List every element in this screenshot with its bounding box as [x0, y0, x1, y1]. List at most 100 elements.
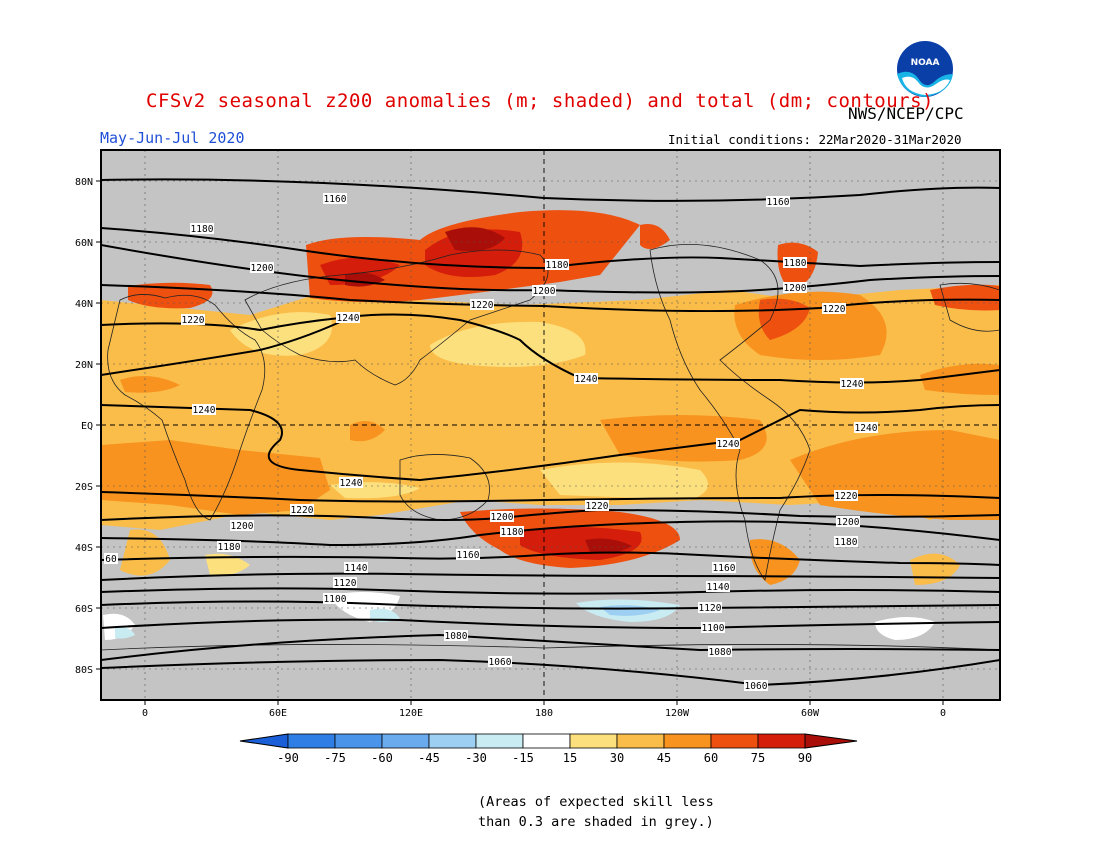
- contour-label-1160-b: 1160: [766, 196, 790, 208]
- contour-label-1160-d: 1160: [712, 562, 736, 574]
- svg-text:1220: 1220: [182, 315, 205, 326]
- contour-label-1160-c: 1160: [456, 549, 480, 561]
- contour-label-1160-a: 1160: [323, 193, 347, 205]
- lat-label-40s: 40S: [75, 543, 93, 554]
- axis-labels: 80N 60N 40N 20N EQ 20S 40S 60S 80S 0 60E…: [75, 177, 946, 719]
- svg-text:1240: 1240: [193, 405, 216, 416]
- colorbar-arrow-low: [239, 733, 289, 749]
- colorbar-level-label: -45: [418, 751, 440, 765]
- contour-label-1200-c: 1200: [783, 282, 807, 294]
- colorbar-swatch: [381, 733, 430, 749]
- skill-note: (Areas of expected skill less than 0.3 a…: [478, 794, 714, 830]
- svg-text:NOAA: NOAA: [911, 58, 940, 68]
- lat-label-80n: 80N: [75, 177, 93, 188]
- svg-text:1060: 1060: [489, 657, 512, 668]
- contour-label-1220-e: 1220: [585, 500, 609, 512]
- contour-label-1240-g: 1240: [339, 477, 363, 489]
- lon-label-60w: 60W: [801, 708, 820, 719]
- colorbar-level-label: 45: [657, 751, 671, 765]
- svg-text:1200: 1200: [251, 263, 274, 274]
- svg-text:1180: 1180: [784, 258, 807, 269]
- lat-label-eq: EQ: [81, 421, 93, 432]
- colorbar: -90 -75 -60 -45 -30 -15 15 30 45 60 75 90: [239, 733, 858, 765]
- colorbar-level-label: -30: [465, 751, 487, 765]
- colorbar-swatch: [757, 733, 806, 749]
- contour-label-1200-d: 1200: [490, 511, 514, 523]
- contour-label-1220-a: 1220: [181, 314, 205, 326]
- svg-text:1080: 1080: [709, 647, 732, 658]
- contour-label-1220-d: 1220: [290, 504, 314, 516]
- contour-label-1200-e: 1200: [230, 520, 254, 532]
- contour-label-1180-c: 1180: [783, 257, 807, 269]
- contour-label-1100-b: 1100: [701, 622, 725, 634]
- colorbar-level-label: -75: [324, 751, 346, 765]
- svg-text:1080: 1080: [445, 631, 468, 642]
- lon-label-60e: 60E: [269, 708, 287, 719]
- svg-text:1240: 1240: [575, 374, 598, 385]
- svg-text:1220: 1220: [586, 501, 609, 512]
- colorbar-swatch: [428, 733, 477, 749]
- contour-label-1220-f: 1220: [834, 490, 858, 502]
- colorbar-swatch: [710, 733, 759, 749]
- svg-text:1120: 1120: [334, 578, 357, 589]
- svg-text:1220: 1220: [471, 300, 494, 311]
- svg-text:1200: 1200: [784, 283, 807, 294]
- colorbar-swatch: [616, 733, 665, 749]
- lon-label-0-east: 0: [940, 708, 946, 719]
- colorbar-swatch: [475, 733, 524, 749]
- lat-lon-grid: [101, 150, 1000, 700]
- noaa-logo: NOAA: [894, 38, 956, 100]
- initial-conditions: Initial conditions: 22Mar2020-31Mar2020: [668, 132, 962, 147]
- colorbar-level-label: -60: [371, 751, 393, 765]
- contour-label-1140-a: 1140: [344, 562, 368, 574]
- lat-label-60n: 60N: [75, 238, 93, 249]
- contour-label-1240-f: 1240: [854, 422, 878, 434]
- svg-text:1160: 1160: [767, 197, 790, 208]
- contour-label-1120-a: 1120: [333, 577, 357, 589]
- contour-label-1120-b: 1120: [698, 602, 722, 614]
- lat-label-80s: 80S: [75, 665, 93, 676]
- colorbar-level-label: 75: [751, 751, 765, 765]
- svg-text:1160: 1160: [713, 563, 736, 574]
- contour-label-1180-a: 1180: [190, 223, 214, 235]
- colorbar-level-label: 60: [704, 751, 718, 765]
- svg-text:1160: 1160: [324, 194, 347, 205]
- colorbar-level-label: 15: [563, 751, 577, 765]
- svg-text:1120: 1120: [699, 603, 722, 614]
- lat-label-20n: 20N: [75, 360, 93, 371]
- contour-label-1180-b: 1180: [545, 259, 569, 271]
- contour-label-1060-a: 1060: [488, 656, 512, 668]
- chart-title: CFSv2 seasonal z200 anomalies (m; shaded…: [146, 90, 934, 112]
- contour-label-1180-f: 1180: [834, 536, 858, 548]
- contour-label-1060-b: 1060: [744, 680, 768, 692]
- svg-text:1180: 1180: [501, 527, 524, 538]
- colorbar-arrow-high: [804, 733, 858, 749]
- svg-text:60: 60: [105, 554, 117, 565]
- contour-label-1240-a: 1240: [336, 312, 360, 324]
- colorbar-swatch: [663, 733, 712, 749]
- lon-label-120w: 120W: [665, 708, 690, 719]
- svg-text:1220: 1220: [291, 505, 314, 516]
- contour-label-1180-d: 1180: [500, 526, 524, 538]
- svg-text:1220: 1220: [823, 304, 846, 315]
- contour-label-1180-e: 1180: [217, 541, 241, 553]
- contour-label-1220-b: 1220: [470, 299, 494, 311]
- svg-text:1180: 1180: [191, 224, 214, 235]
- svg-text:1240: 1240: [340, 478, 363, 489]
- svg-text:1060: 1060: [745, 681, 768, 692]
- contour-label-1240-c: 1240: [840, 378, 864, 390]
- contour-label-1200-b: 1200: [532, 285, 556, 297]
- contour-label-1240-d: 1240: [192, 404, 216, 416]
- season-label: May-Jun-Jul 2020: [100, 129, 245, 147]
- contour-labels: 1160 1160 1180 1180 1180 1200 1200 1200 …: [104, 193, 878, 692]
- lat-label-40n: 40N: [75, 299, 93, 310]
- svg-text:1140: 1140: [707, 582, 730, 593]
- colorbar-swatch: [522, 733, 571, 749]
- contour-label-1200-a: 1200: [250, 262, 274, 274]
- colorbar-swatch: [334, 733, 383, 749]
- agency-label: NWS/NCEP/CPC: [848, 104, 964, 123]
- contour-label-60: 60: [104, 553, 118, 565]
- svg-text:1240: 1240: [337, 313, 360, 324]
- lat-label-60s: 60S: [75, 604, 93, 615]
- lon-label-0: 0: [142, 708, 148, 719]
